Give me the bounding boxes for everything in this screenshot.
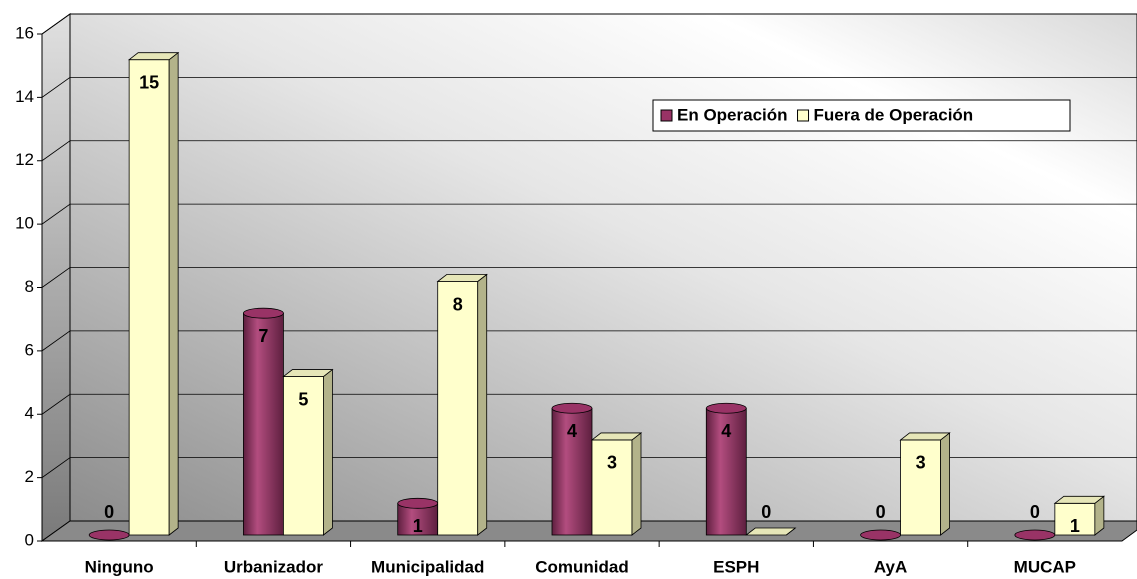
- grid-line: [41, 393, 1137, 415]
- data-label: 0: [876, 502, 886, 522]
- bar: [437, 281, 479, 536]
- legend: En Operación Fuera de Operación: [652, 99, 1071, 132]
- bar: [900, 439, 941, 536]
- y-tick-label: 14: [15, 87, 34, 106]
- bar-top: [282, 369, 334, 377]
- data-label: 4: [567, 421, 577, 441]
- data-label: 0: [1030, 502, 1040, 522]
- bar-side: [168, 51, 179, 536]
- bar: [1054, 502, 1096, 536]
- bar-top: [705, 402, 747, 414]
- grid-line: [41, 330, 1137, 352]
- bar: [128, 59, 170, 536]
- grid-line: [41, 140, 1137, 162]
- bar-side: [631, 432, 642, 536]
- grid-line: [41, 203, 1137, 225]
- bar: [551, 407, 593, 536]
- bar: [705, 407, 747, 536]
- x-tick-label: Comunidad: [535, 557, 629, 576]
- x-tick-label: AyA: [874, 557, 907, 576]
- bar-top: [860, 529, 901, 541]
- bar-side: [477, 273, 488, 536]
- bar-top: [436, 274, 488, 282]
- bar-side: [940, 432, 950, 536]
- y-tick-label: 2: [25, 467, 34, 486]
- bar-top: [551, 402, 593, 414]
- data-label: 7: [258, 326, 268, 346]
- bar-top: [1014, 529, 1056, 541]
- bar-top: [88, 529, 130, 541]
- x-tick-label: Urbanizador: [224, 557, 324, 576]
- data-label: 5: [298, 389, 308, 409]
- grid-line: [41, 267, 1137, 288]
- bar: [283, 376, 324, 536]
- x-tick-label: Ninguno: [85, 557, 154, 576]
- data-label: 15: [139, 72, 159, 92]
- bar-top: [1053, 495, 1106, 504]
- legend-box: [652, 99, 1071, 132]
- data-label: 1: [413, 516, 423, 536]
- bar-top: [127, 52, 180, 61]
- y-tick-label: 6: [25, 340, 34, 359]
- y-tick-label: 10: [15, 214, 34, 233]
- legend-swatch: [797, 109, 810, 122]
- y-tick-label: 0: [25, 530, 34, 549]
- bar: [243, 312, 284, 536]
- y-tick-label: 12: [15, 150, 34, 169]
- data-label: 0: [104, 502, 114, 522]
- bars: 0 15 7 5 1 8 4 3 4 0 0 3 0 1: [88, 51, 1106, 541]
- legend-swatch: [660, 109, 673, 122]
- legend-label: Fuera de Operación: [814, 105, 974, 124]
- bar-side: [323, 368, 333, 536]
- data-label: 0: [761, 502, 771, 522]
- data-label: 1: [1070, 516, 1080, 536]
- grid-line: [41, 13, 1137, 35]
- data-label: 3: [916, 453, 926, 473]
- bar-top: [745, 527, 797, 536]
- grid-line: [41, 76, 1137, 98]
- bar-top: [590, 432, 643, 441]
- x-tick-label: Municipalidad: [371, 557, 484, 576]
- bar-top: [243, 307, 284, 319]
- x-tick-label: ESPH: [713, 557, 759, 576]
- grid-line: [41, 457, 1137, 478]
- y-tick-label: 16: [15, 23, 34, 42]
- data-label: 4: [721, 421, 731, 441]
- x-tick-label: MUCAP: [1014, 557, 1076, 576]
- y-tick-label: 8: [25, 277, 34, 296]
- legend-label: En Operación: [677, 105, 788, 124]
- data-label: 3: [607, 453, 617, 473]
- y-tick-label: 4: [25, 404, 34, 423]
- bar: [591, 439, 633, 536]
- bar-top: [899, 432, 951, 441]
- data-label: 8: [453, 294, 463, 314]
- bar-top: [397, 497, 439, 509]
